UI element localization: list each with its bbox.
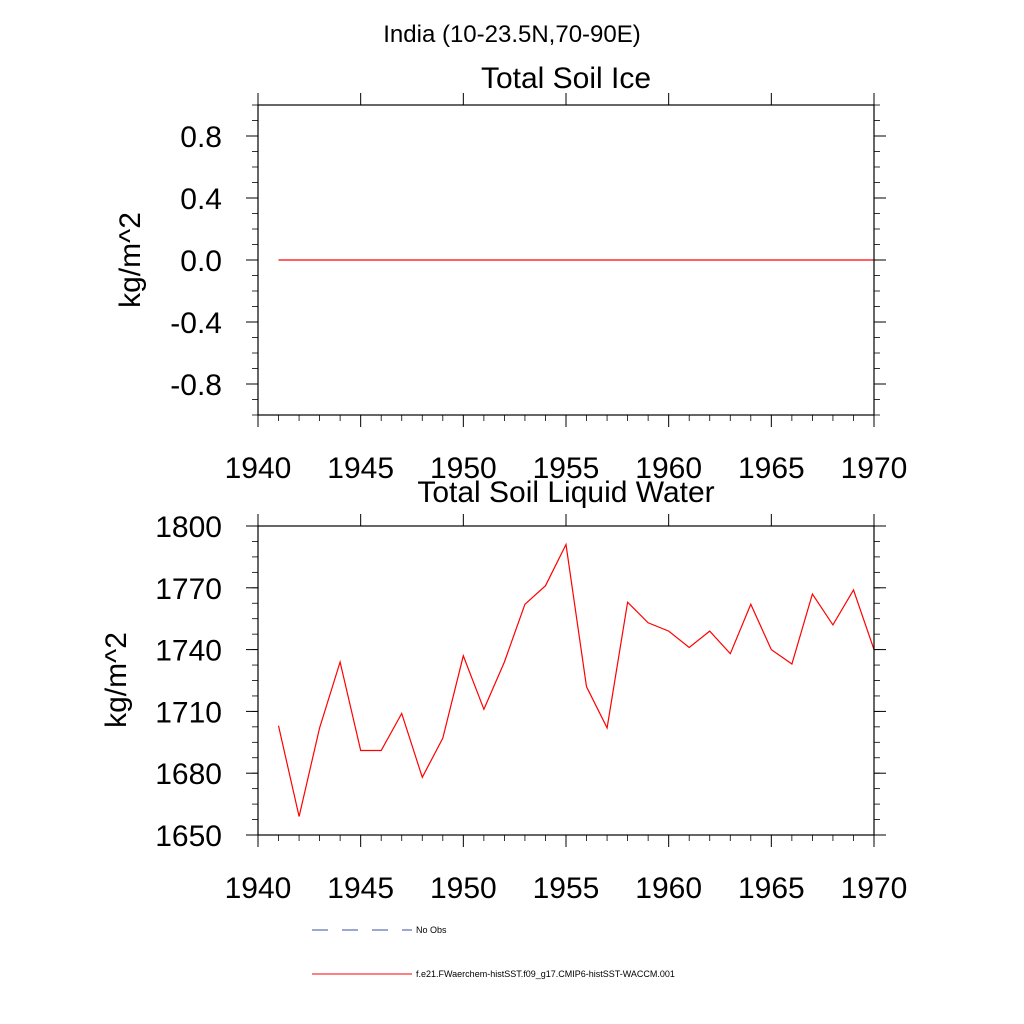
x-tick-label: 1960 [635,872,702,905]
legend-entry-model: f.e21.FWaerchem-histSST.f09_g17.CMIP6-hi… [312,969,675,979]
y-axis-label: kg/m^2 [114,212,147,308]
x-tick-label: 1940 [225,452,292,485]
y-tick-label: 1800 [155,511,222,544]
x-tick-label: 1945 [327,452,394,485]
x-tick-label: 1970 [841,872,908,905]
axis-ticks: 1940 1945 1950 1955 1960 1965 1970 1650 1680 1710… [155,511,907,905]
y-tick-label: 0.8 [180,121,222,154]
x-tick-label: 1965 [738,452,805,485]
x-tick-label: 1970 [841,452,908,485]
y-tick-label: -0.8 [170,369,222,402]
axis-ticks: 1940 1945 1950 1955 1960 1965 1970 -0.8 -0.4 0.0 0… [170,93,907,485]
y-tick-label: 0.4 [180,183,222,216]
y-tick-label: 1740 [155,635,222,668]
x-tick-label: 1945 [327,872,394,905]
y-axis-label: kg/m^2 [100,632,133,728]
y-tick-label: 1770 [155,573,222,606]
y-tick-label: 1680 [155,758,222,791]
x-tick-label: 1955 [533,872,600,905]
y-tick-label: -0.4 [170,307,222,340]
series-group [277,542,875,817]
x-tick-label: 1960 [635,452,702,485]
plot-frame [257,104,875,416]
panel-title: Total Soil Liquid Water [417,476,714,509]
panel-total-soil-liquid-water: Total Soil Liquid Water kg/m^2 1940 1945 1… [100,476,907,905]
figure-title: India (10-23.5N,70-90E) [383,21,640,48]
x-tick-label: 1950 [430,452,497,485]
y-tick-label: 1650 [155,820,222,853]
legend: No Obs f.e21.FWaerchem-histSST.f09_g17.C… [312,925,675,979]
legend-entry-no-obs: No Obs [312,925,447,935]
legend-label-no-obs: No Obs [416,925,447,935]
x-tick-label: 1950 [430,872,497,905]
legend-label-model: f.e21.FWaerchem-histSST.f09_g17.CMIP6-hi… [416,969,675,979]
x-tick-label: 1965 [738,872,805,905]
x-tick-label: 1955 [533,452,600,485]
series-line [277,542,875,817]
x-tick-label: 1940 [225,872,292,905]
y-tick-label: 0.0 [180,245,222,278]
plot-frame [257,525,875,836]
panel-total-soil-ice: Total Soil Ice kg/m^2 1940 1945 1950 1955 19… [114,62,907,485]
panel-title: Total Soil Ice [481,62,651,95]
y-tick-label: 1710 [155,696,222,729]
